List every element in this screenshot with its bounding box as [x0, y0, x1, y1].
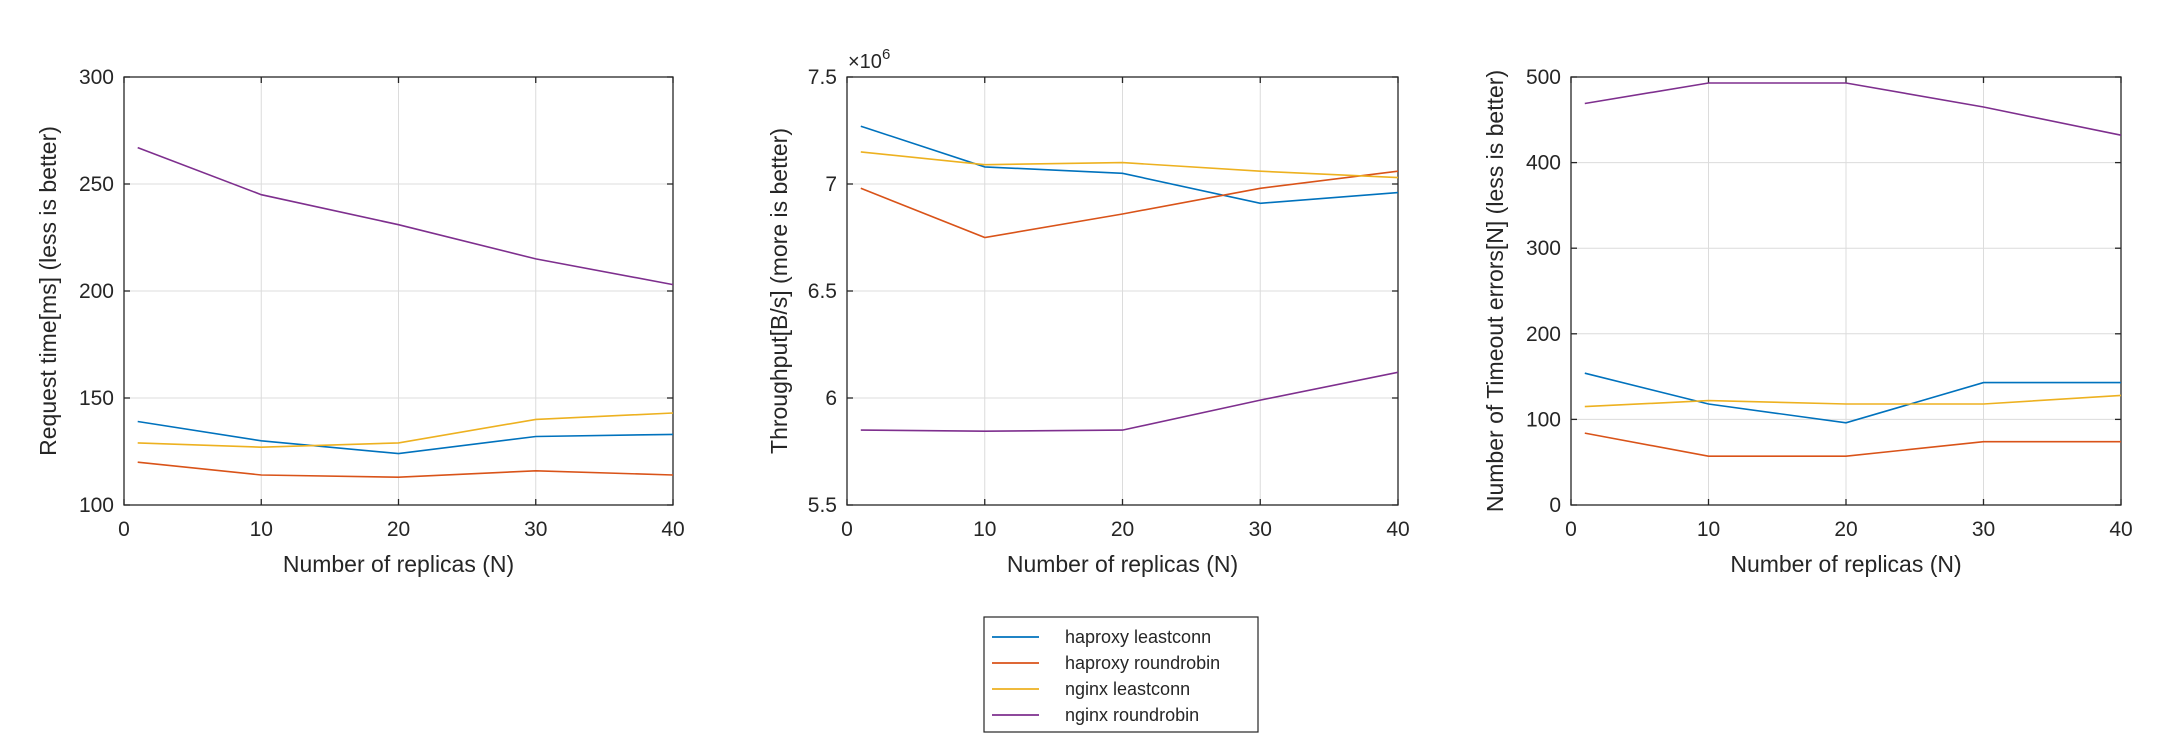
legend-entry: nginx roundrobin — [1065, 705, 1199, 725]
series-line-haproxy-roundrobin — [860, 170, 1399, 239]
series-line-nginx-leastconn — [137, 412, 674, 449]
x-tick-label: 20 — [387, 518, 410, 541]
y-tick-label: 6 — [825, 387, 837, 410]
y-tick-label: 300 — [79, 66, 114, 89]
x-tick-label: 40 — [1386, 518, 1409, 541]
x-axis-label: Number of replicas (N) — [1730, 551, 1961, 577]
series-line-haproxy-leastconn — [860, 125, 1399, 205]
series-line-haproxy-roundrobin — [1584, 432, 2121, 458]
x-tick-label: 0 — [1565, 518, 1577, 541]
series-line-haproxy-leastconn — [1584, 372, 2121, 424]
series-line-nginx-roundrobin — [860, 371, 1399, 433]
series-line-nginx-roundrobin — [1584, 82, 2122, 136]
y-tick-label: 5.5 — [808, 494, 837, 517]
y-tick-label: 500 — [1526, 66, 1561, 89]
x-tick-label: 30 — [1249, 518, 1272, 541]
x-tick-label: 0 — [841, 518, 853, 541]
y-axis-label: Request time[ms] (less is better) — [35, 126, 61, 456]
x-tick-label: 10 — [973, 518, 996, 541]
subplot-1: 0 10 20 30 40 100 150 200 250 300 Number of replic… — [35, 66, 685, 577]
y-tick-label: 7.5 — [808, 66, 837, 89]
y-tick-label: 300 — [1526, 237, 1561, 260]
y-tick-label: 0 — [1549, 494, 1561, 517]
series-line-haproxy-roundrobin — [137, 461, 674, 479]
subplot-2: 0 10 20 30 40 5.5 6 6.5 7 7.5 ×106 Number of replic… — [766, 46, 1410, 577]
x-tick-label: 30 — [524, 518, 547, 541]
legend-entry: haproxy leastconn — [1065, 627, 1211, 647]
y-tick-label: 6.5 — [808, 280, 837, 303]
x-tick-label: 40 — [661, 518, 684, 541]
x-tick-label: 30 — [1972, 518, 1995, 541]
x-tick-label: 0 — [118, 518, 130, 541]
legend-entry: nginx leastconn — [1065, 679, 1190, 699]
x-axis-label: Number of replicas (N) — [283, 551, 514, 577]
legend-entry: haproxy roundrobin — [1065, 653, 1220, 673]
series-line-nginx-leastconn — [1584, 394, 2122, 408]
y-tick-label: 100 — [79, 494, 114, 517]
y-tick-label: 100 — [1526, 408, 1561, 431]
y-tick-label: 400 — [1526, 152, 1561, 175]
y-tick-label: 150 — [79, 387, 114, 410]
y-tick-label: 250 — [79, 173, 114, 196]
y-tick-label: 200 — [1526, 323, 1561, 346]
x-axis-label: Number of replicas (N) — [1007, 551, 1238, 577]
x-tick-label: 20 — [1834, 518, 1857, 541]
y-multiplier: ×106 — [848, 46, 890, 73]
series-line-haproxy-leastconn — [137, 420, 674, 455]
series-line-nginx-leastconn — [860, 151, 1399, 179]
series-line-nginx-roundrobin — [137, 146, 674, 286]
legend: haproxy leastconn haproxy roundrobin nginx… — [983, 616, 1259, 733]
x-tick-label: 10 — [1697, 518, 1720, 541]
y-tick-label: 200 — [79, 280, 114, 303]
y-axis-label: Number of Timeout errors[N] (less is bet… — [1482, 70, 1508, 512]
x-tick-label: 20 — [1111, 518, 1134, 541]
y-axis-label: Throughput[B/s] (more is better) — [766, 128, 792, 454]
y-multiplier-exponent: 6 — [882, 46, 890, 63]
x-tick-label: 40 — [2109, 518, 2132, 541]
x-tick-label: 10 — [250, 518, 273, 541]
y-tick-label: 7 — [825, 173, 837, 196]
